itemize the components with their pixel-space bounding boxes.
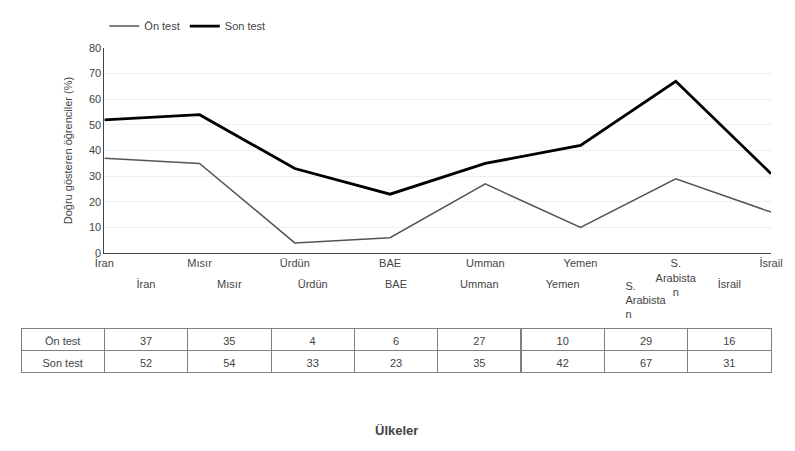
svg-text:İran: İran	[137, 278, 156, 290]
svg-text:Umman: Umman	[460, 278, 499, 290]
svg-text:80: 80	[89, 42, 101, 54]
svg-text:Mısır: Mısır	[217, 278, 242, 290]
svg-text:Doğru gösteren öğrenciler (%): Doğru gösteren öğrenciler (%)	[62, 77, 74, 224]
svg-text:52: 52	[140, 357, 152, 369]
svg-text:6: 6	[393, 335, 399, 347]
svg-text:10: 10	[89, 221, 101, 233]
svg-text:S.Arabistan: S.Arabistan	[625, 280, 666, 321]
svg-text:29: 29	[640, 335, 652, 347]
svg-text:10: 10	[557, 335, 569, 347]
svg-text:60: 60	[89, 93, 101, 105]
svg-text:70: 70	[89, 67, 101, 79]
svg-text:27: 27	[473, 335, 485, 347]
svg-text:Ön test: Ön test	[45, 335, 80, 347]
svg-text:23: 23	[390, 357, 402, 369]
svg-text:4: 4	[310, 335, 316, 347]
svg-text:Yemen: Yemen	[564, 257, 598, 269]
svg-text:Son test: Son test	[225, 20, 265, 32]
svg-text:31: 31	[723, 357, 735, 369]
svg-text:20: 20	[89, 196, 101, 208]
svg-text:Mısır: Mısır	[187, 257, 212, 269]
svg-text:Yemen: Yemen	[546, 278, 580, 290]
svg-text:35: 35	[223, 335, 235, 347]
svg-text:BAE: BAE	[385, 278, 407, 290]
svg-text:BAE: BAE	[379, 257, 401, 269]
svg-text:0: 0	[95, 247, 101, 259]
svg-text:30: 30	[89, 170, 101, 182]
svg-text:35: 35	[473, 357, 485, 369]
svg-text:67: 67	[640, 357, 652, 369]
svg-text:33: 33	[307, 357, 319, 369]
svg-text:Son test: Son test	[42, 357, 82, 369]
svg-text:50: 50	[89, 119, 101, 131]
svg-text:42: 42	[557, 357, 569, 369]
svg-text:Ürdün: Ürdün	[280, 257, 310, 269]
svg-text:Ürdün: Ürdün	[298, 278, 328, 290]
svg-text:S.Arabistan: S.Arabistan	[656, 257, 697, 298]
svg-text:37: 37	[140, 335, 152, 347]
svg-text:Ön test: Ön test	[144, 20, 179, 32]
svg-text:Umman: Umman	[466, 257, 505, 269]
svg-text:İsrail: İsrail	[718, 278, 741, 290]
svg-text:16: 16	[723, 335, 735, 347]
svg-text:40: 40	[89, 144, 101, 156]
svg-text:İran: İran	[95, 257, 114, 269]
svg-text:Ülkeler: Ülkeler	[375, 423, 418, 438]
svg-text:İsrail: İsrail	[759, 257, 782, 269]
svg-text:54: 54	[223, 357, 235, 369]
